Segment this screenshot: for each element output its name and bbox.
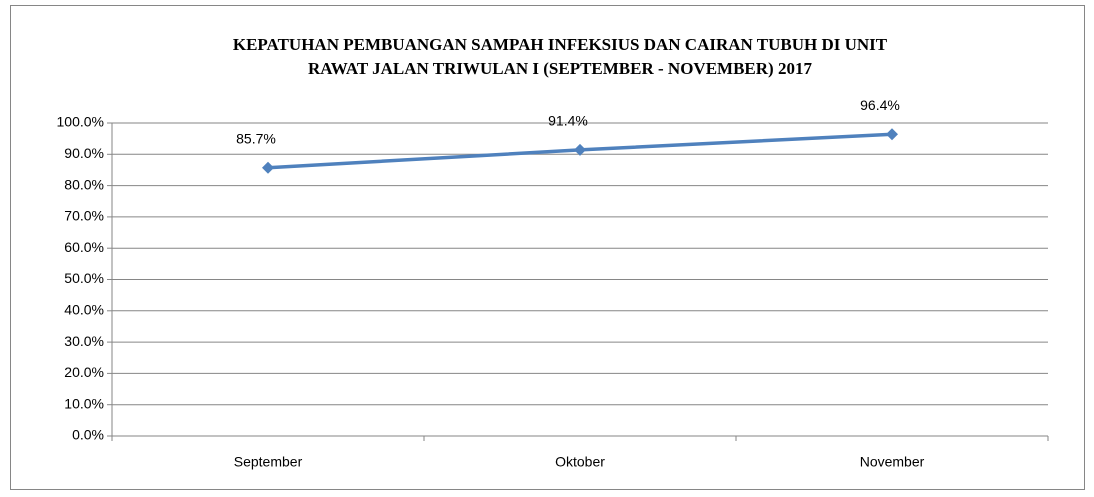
data-label: 96.4% [860,97,900,113]
y-tick-label: 80.0% [64,176,104,192]
x-tick-label: Oktober [555,454,605,470]
y-tick-label: 100.0% [57,114,104,130]
data-point [886,128,898,141]
x-tick-label: September [234,454,303,470]
y-tick-label: 50.0% [64,270,104,286]
chart-border [10,5,1085,490]
y-tick-label: 40.0% [64,302,104,318]
y-tick-label: 90.0% [64,145,104,161]
data-point [574,143,586,156]
data-label: 91.4% [548,113,588,129]
y-tick-label: 70.0% [64,208,104,224]
chart-title: KEPATUHAN PEMBUANGAN SAMPAH INFEKSIUS DA… [233,35,888,54]
data-label: 85.7% [236,130,276,146]
y-tick-label: 60.0% [64,239,104,255]
y-tick-label: 20.0% [64,364,104,380]
data-point [262,161,274,174]
chart-title: RAWAT JALAN TRIWULAN I (SEPTEMBER - NOVE… [308,59,812,78]
y-tick-label: 10.0% [64,395,104,411]
x-tick-label: November [860,454,925,470]
y-tick-label: 0.0% [72,427,104,443]
y-tick-label: 30.0% [64,333,104,349]
